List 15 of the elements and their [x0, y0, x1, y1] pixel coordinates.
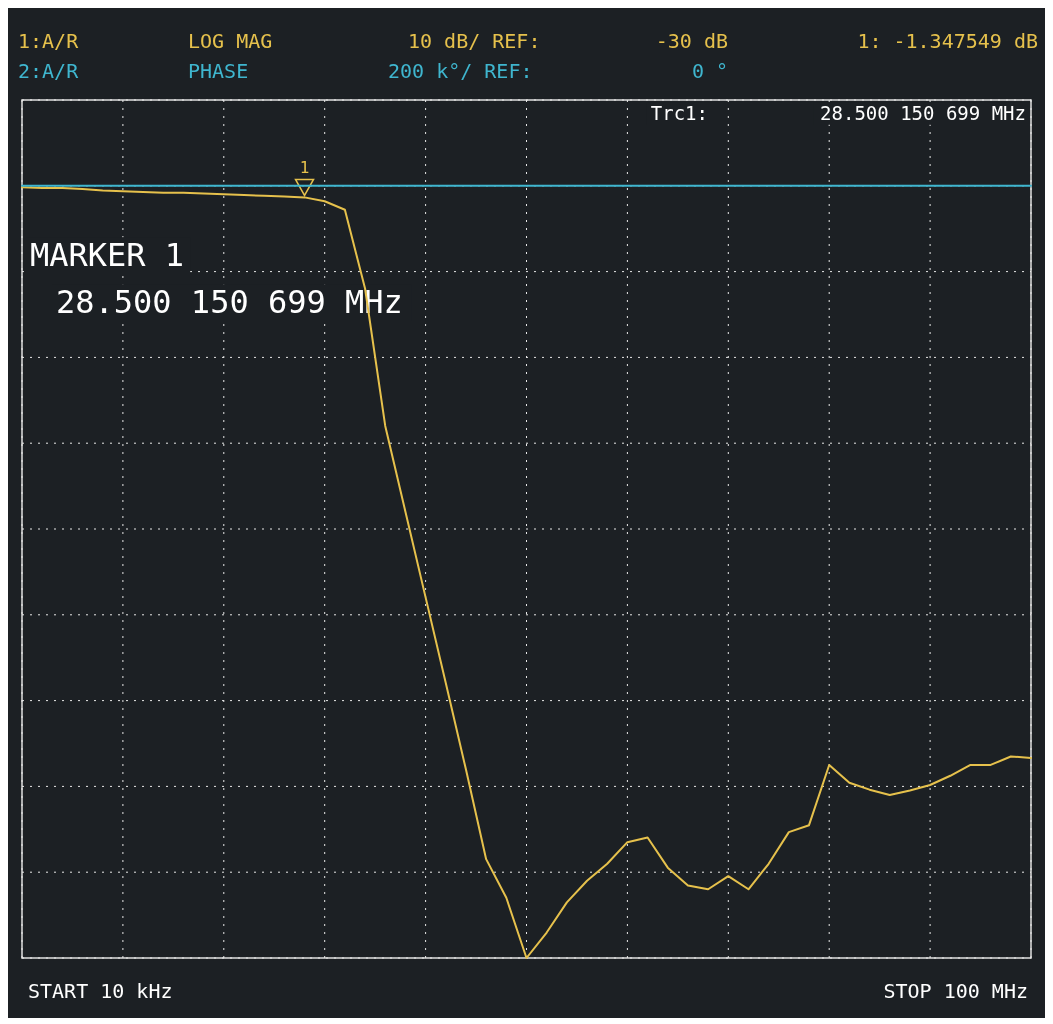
annotation: MARKER 1 — [30, 236, 185, 274]
text: START 10 kHz — [28, 979, 173, 1003]
text: 10 dB/ REF: — [408, 29, 541, 53]
text: Trc1: — [650, 102, 708, 124]
text: STOP 100 MHz — [883, 979, 1028, 1003]
text: 200 k°/ REF: — [388, 59, 533, 83]
text: -30 dB — [655, 29, 728, 53]
text: PHASE — [188, 59, 249, 83]
text: 1 — [299, 158, 310, 178]
text: LOG MAG — [188, 29, 273, 53]
text: 1: -1.347549 dB — [857, 29, 1038, 53]
text: 1:A/R — [18, 29, 80, 53]
text: 0 ° — [691, 59, 728, 83]
text: 28.500 150 699 MHz — [820, 102, 1026, 124]
text: 2:A/R — [18, 59, 80, 83]
